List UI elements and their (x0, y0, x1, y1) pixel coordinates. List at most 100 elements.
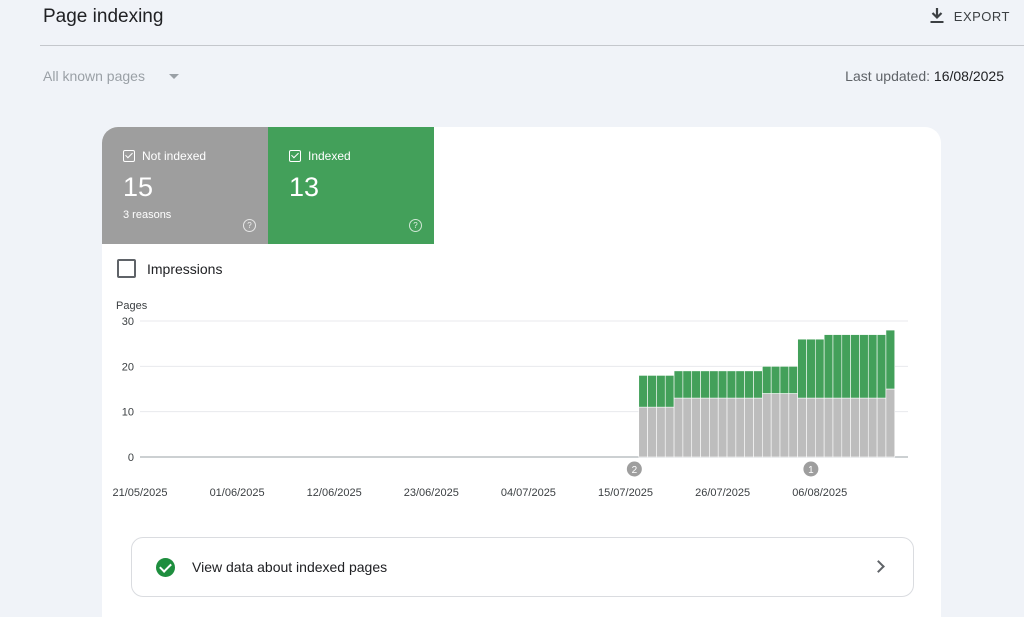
bar-segment (638, 375, 648, 408)
bar-segment (815, 338, 825, 399)
annotation-marker (626, 461, 642, 477)
bar-segment (664, 375, 675, 408)
bar-segment (709, 397, 719, 458)
bar-segment (682, 397, 693, 458)
bar-segment (709, 370, 719, 399)
bar-segment (700, 370, 710, 399)
x-tick-label: 26/07/2025 (695, 487, 750, 499)
bar-segment (779, 393, 790, 458)
y-axis-title: Pages (116, 300, 148, 312)
bar-segment (726, 370, 737, 399)
x-tick-label: 15/07/2025 (598, 487, 653, 499)
export-label: EXPORT (953, 8, 1010, 24)
indexed-label-row: Indexed (289, 149, 351, 163)
not-indexed-label: Not indexed (142, 149, 207, 163)
bar-segment (744, 370, 754, 399)
impressions-toggle[interactable]: Impressions (117, 259, 222, 278)
bar-segment (691, 370, 701, 399)
bar-segment (673, 370, 684, 399)
check-circle-icon (156, 558, 175, 577)
bar-segment (841, 397, 851, 458)
x-tick-label: 04/07/2025 (501, 487, 556, 499)
bar-segment (841, 334, 851, 399)
page-title: Page indexing (43, 6, 164, 27)
bar-segment (682, 370, 693, 399)
page-filter-dropdown[interactable]: All known pages (43, 68, 179, 84)
bar-segment (885, 329, 896, 390)
not-indexed-label-row: Not indexed (123, 149, 206, 163)
checkbox-checked-icon (123, 150, 135, 162)
x-tick-label: 21/05/2025 (112, 487, 167, 499)
bar-segment (770, 366, 781, 394)
bar-segment (797, 397, 807, 458)
bar-segment (850, 397, 860, 458)
bar-segment (823, 397, 834, 458)
bar-segment (673, 397, 684, 458)
bar-segment (850, 334, 860, 399)
bar-segment (832, 397, 843, 458)
bar-segment (656, 406, 666, 458)
annotation-label: 1 (808, 465, 814, 476)
indexed-label: Indexed (308, 149, 351, 163)
bar-segment (876, 334, 887, 399)
bar-segment (753, 397, 763, 458)
not-indexed-tile[interactable]: Not indexed 15 3 reasons ? (102, 127, 268, 244)
bar-segment (656, 375, 666, 408)
indexed-count: 13 (289, 172, 320, 202)
y-tick-label: 10 (122, 407, 134, 419)
header-divider (40, 45, 1024, 46)
x-tick-label: 06/08/2025 (792, 487, 847, 499)
bar-segment (832, 334, 843, 399)
y-tick-label: 0 (128, 452, 134, 464)
indexing-chart: Pages 0 10 20 30 2 1 21/05/2025 01/06/2025 12/06/… (112, 300, 908, 499)
annotation-marker (803, 461, 819, 477)
bar-segment (735, 397, 745, 458)
bar-segment (744, 397, 754, 458)
bar-segment (885, 388, 896, 458)
bar-segment (876, 397, 887, 458)
bar-segment (859, 334, 869, 399)
bar-segment (762, 366, 772, 394)
bar-segment (779, 366, 790, 394)
bar-segment (770, 393, 781, 458)
indexing-card: Not indexed 15 3 reasons ? Indexed 13 ? … (102, 127, 941, 617)
bar-segment (823, 334, 834, 399)
checkbox-checked-icon (289, 150, 301, 162)
bar-segment (726, 397, 737, 458)
view-indexed-pages-label: View data about indexed pages (192, 559, 388, 575)
view-indexed-pages-button[interactable]: View data about indexed pages (131, 537, 914, 597)
bar-segment (867, 397, 878, 458)
impressions-checkbox[interactable] (117, 259, 136, 278)
bar-segment (717, 397, 728, 458)
bar-segment (806, 397, 816, 458)
y-tick-label: 30 (122, 316, 134, 328)
bar-segment (664, 406, 675, 458)
indexed-tile[interactable]: Indexed 13 ? (268, 127, 434, 244)
bar-segment (647, 406, 657, 458)
last-updated-label: Last updated: (845, 68, 931, 84)
export-button[interactable]: EXPORT (930, 8, 1010, 24)
chevron-right-icon (872, 560, 885, 573)
help-icon[interactable]: ? (409, 219, 422, 232)
top-bar: Page indexing EXPORT (0, 0, 1024, 46)
bar-segment (867, 334, 878, 399)
bar-segment (788, 366, 798, 394)
bar-segment (691, 397, 701, 458)
bar-segment (815, 397, 825, 458)
impressions-label: Impressions (147, 260, 223, 277)
page-filter-value: All known pages (43, 68, 145, 84)
caret-down-icon (168, 73, 179, 79)
last-updated-value: 16/08/2025 (933, 68, 1004, 84)
last-updated: Last updated: 16/08/2025 (845, 68, 1004, 84)
bar-segment (859, 397, 869, 458)
help-icon[interactable]: ? (243, 219, 256, 232)
bar-segment (788, 393, 798, 458)
bar-segment (638, 406, 648, 458)
y-tick-label: 20 (122, 361, 134, 373)
not-indexed-reasons: 3 reasons (123, 209, 172, 221)
annotation-label: 2 (632, 465, 638, 476)
bar-segment (735, 370, 745, 399)
bar-segment (797, 338, 807, 399)
download-icon (930, 8, 944, 23)
bar-segment (762, 393, 772, 458)
